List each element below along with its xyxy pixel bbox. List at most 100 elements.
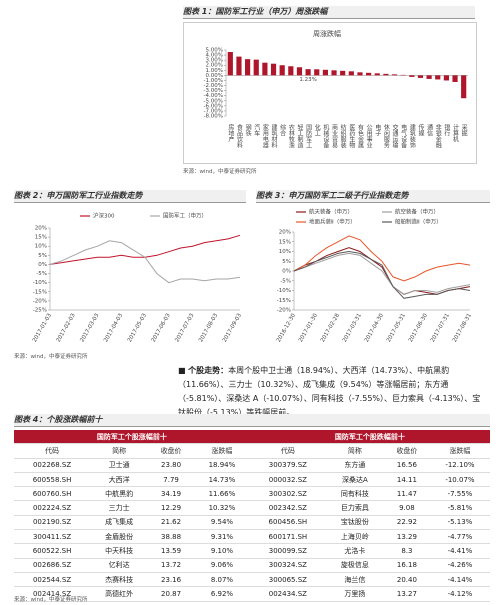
x-tick-label: 2017-09-03 (222, 312, 243, 343)
column-header: 代码 (14, 443, 91, 459)
table-source: 来源：wind，中泰证券研究所 (14, 597, 88, 603)
table-cell: 300065.SZ (249, 572, 326, 588)
x-tick-label: 电子 (374, 123, 381, 136)
legend-label: 国防军工（申万） (163, 212, 207, 220)
x-tick-label: 2017-07-31 (430, 313, 451, 344)
y-tick-label: -4.00% (204, 93, 223, 99)
x-tick-label: 汽车 (253, 123, 260, 137)
x-tick-label: 化工 (313, 123, 320, 136)
table-row: 300411.SZ 金盾股份 38.88 9.31% 600171.SH 上海贝岭 13.2… (14, 529, 490, 545)
table-cell: 16.18 (383, 558, 430, 573)
bar (383, 73, 389, 76)
column-header: 涨跌幅 (194, 443, 250, 459)
y-tick-label: -10% (277, 288, 291, 294)
x-tick-label: 计算机 (452, 123, 459, 143)
x-tick-label: 交通运输 (391, 123, 398, 149)
y-tick-label: 2.00% (206, 63, 223, 69)
x-tick-label: 2017-02-03 (56, 312, 77, 343)
bar (340, 70, 346, 76)
column-header: 收盘价 (383, 443, 430, 459)
table-cell: 成飞集成 (90, 515, 149, 531)
column-header: 简称 (325, 443, 384, 459)
figure-header: 图表 1：国防军工行业（申万）周涨跌幅 (183, 6, 475, 19)
annotation: 1.23% (299, 77, 316, 83)
y-tick-label: -1.00% (204, 78, 223, 84)
commentary-label: 个股走势： (188, 366, 229, 375)
x-tick-label: 2016-12-30 (276, 312, 297, 343)
table-cell: 002268.SZ (14, 458, 91, 473)
y-tick-label: -15% (277, 298, 291, 304)
bar (262, 62, 268, 76)
x-tick-label: 非银金融 (434, 123, 441, 149)
y-tick-label: 0.00% (206, 73, 223, 79)
table-cell: 600558.SH (14, 472, 91, 488)
table-row: 600760.SH 中航黑豹 34.19 11.66% 300302.SZ 同有科技 11.… (14, 486, 490, 502)
bar (391, 74, 398, 76)
figure-frame (183, 22, 477, 164)
table-cell: 9.54% (194, 515, 250, 531)
x-tick-label: 2017-01-03 (32, 312, 53, 343)
table-cell: 上海贝岭 (325, 529, 384, 545)
x-tick-label: 房地产 (227, 123, 234, 143)
x-tick-label: 2017-05-03 (127, 312, 148, 343)
x-tick-label: 钢铁 (244, 123, 251, 137)
bar (417, 75, 424, 78)
table-cell: 卫士通 (90, 458, 149, 473)
table-cell: 9.31% (194, 529, 250, 545)
table-cell: 尤洛卡 (325, 543, 384, 559)
y-tick-label: -5.00% (204, 98, 223, 104)
line (293, 235, 471, 282)
x-tick-label: 商业贸易 (331, 123, 338, 149)
bar (331, 70, 337, 76)
y-tick-label: -3.00% (204, 88, 223, 94)
table-cell: 宝钛股份 (325, 515, 384, 531)
line (293, 250, 471, 299)
bar (245, 59, 251, 76)
table-cell: 34.19 (148, 486, 195, 502)
table-cell: 23.80 (148, 458, 195, 473)
table-cell: 002414.SZ (14, 586, 91, 602)
y-tick-label: 5% (38, 253, 47, 259)
bar (357, 72, 363, 76)
table-cell: 16.56 (383, 458, 430, 473)
bar (348, 71, 354, 76)
table-cell: 大西洋 (90, 472, 149, 488)
table-cell: -4.26% (429, 558, 490, 573)
x-tick-label: 建筑装饰 (408, 123, 415, 149)
y-tick-label: 4.00% (206, 53, 223, 59)
figure-source: 来源：wind，中泰证券研究所 (14, 354, 88, 360)
figure-header: 图表 2：申万国防军工行业指数走势 (14, 190, 246, 203)
table-cell: 中天科技 (90, 543, 149, 559)
group-title: 国防军工个股涨幅前十 (14, 430, 250, 445)
table-cell: 11.66% (194, 486, 250, 502)
y-tick-label: 10% (279, 249, 291, 255)
x-tick-label: 采掘 (460, 123, 467, 137)
table-row: 002224.SZ 三力士 12.29 10.32% 002342.SZ 巨力索具 9.08… (14, 500, 490, 516)
table-cell: 300411.SZ (14, 529, 91, 545)
table-cell: -12.10% (429, 458, 490, 473)
table-cell: 18.94% (194, 458, 250, 473)
legend-label: 地面兵装Ⅱ（申万） (309, 218, 356, 226)
x-tick-label: 2017-08-03 (198, 312, 219, 343)
bar (400, 74, 406, 76)
table-cell: 300099.SZ (249, 543, 326, 559)
table-cell: 9.08 (383, 500, 430, 516)
table-cell: 9.06% (194, 558, 250, 573)
column-header: 简称 (90, 443, 149, 459)
bar (443, 75, 449, 81)
table-cell: 东方通 (325, 458, 384, 473)
x-tick-label: 2017-08-31 (452, 313, 473, 344)
x-tick-label: 国防军工 (305, 124, 312, 148)
table-header: 图表 4：个股涨跌幅前十 (14, 414, 490, 427)
bar (366, 72, 372, 76)
table-cell: 8.07% (194, 572, 250, 588)
table-cell: 同有科技 (325, 486, 384, 502)
bar (322, 69, 328, 76)
y-tick-label: 20% (279, 230, 291, 236)
table-cell: 6.92% (194, 586, 250, 602)
bar (409, 75, 415, 77)
table-cell: 300324.SZ (249, 558, 326, 573)
x-tick-label: 2017-05-31 (386, 313, 407, 344)
bar (279, 65, 285, 76)
bar (236, 56, 242, 76)
